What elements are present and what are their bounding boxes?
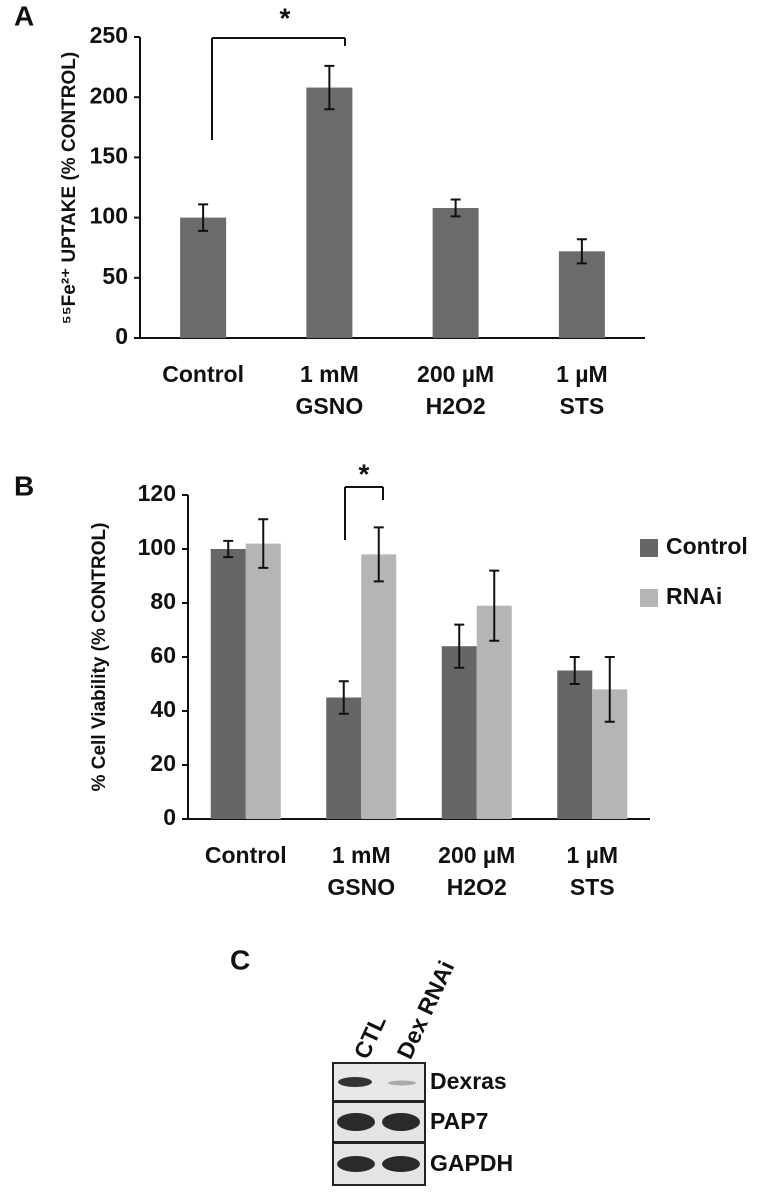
- x-tick-label: 1 mM: [332, 842, 391, 868]
- error-bar: [450, 198, 461, 218]
- x-tick-label: 1 µM: [566, 842, 618, 868]
- y-tick-label: 40: [150, 696, 176, 722]
- legend-label: RNAi: [666, 583, 722, 609]
- bar: [557, 670, 593, 819]
- error-bar: [454, 623, 465, 669]
- error-bar: [198, 203, 209, 232]
- lane-label: Dex RNAi: [391, 957, 459, 1063]
- bar: [432, 207, 479, 338]
- error-bar: [489, 569, 500, 642]
- error-bar: [576, 238, 587, 265]
- y-tick-label: 120: [138, 480, 176, 506]
- bar: [361, 554, 397, 819]
- band: [388, 1080, 416, 1086]
- bar: [245, 543, 281, 819]
- panel-label: B: [14, 470, 34, 501]
- band: [338, 1077, 372, 1087]
- row-label: PAP7: [430, 1108, 488, 1134]
- y-tick-label: 150: [90, 142, 128, 168]
- error-bar: [338, 680, 349, 715]
- bar: [306, 87, 353, 339]
- error-bar: [258, 518, 269, 569]
- bar: [180, 217, 227, 338]
- x-tick-label: 1 mM: [300, 361, 359, 387]
- y-tick-label: 100: [90, 203, 128, 229]
- bar: [441, 646, 477, 819]
- band: [337, 1156, 375, 1172]
- lane-label: CTL: [348, 1011, 390, 1063]
- x-tick-label: GSNO: [327, 874, 395, 900]
- x-tick-label: GSNO: [296, 393, 364, 419]
- band: [382, 1113, 420, 1131]
- y-tick-label: 0: [163, 804, 176, 830]
- y-axis-label: ⁵⁵Fe²⁺ UPTAKE (% CONTROL): [59, 52, 80, 324]
- blot: [332, 1062, 426, 1186]
- panel-label: A: [14, 0, 34, 31]
- x-tick-label: STS: [570, 874, 615, 900]
- y-tick-label: 0: [115, 323, 128, 349]
- y-tick-label: 60: [150, 642, 176, 668]
- y-tick-label: 80: [150, 588, 176, 614]
- row-label: GAPDH: [430, 1150, 513, 1176]
- y-tick-label: 20: [150, 750, 176, 776]
- band: [382, 1156, 420, 1172]
- legend-swatch: [640, 539, 658, 557]
- y-tick-label: 50: [102, 263, 128, 289]
- annotation: *: [359, 458, 370, 489]
- x-tick-label: Control: [205, 842, 287, 868]
- x-tick-label: 1 µM: [556, 361, 608, 387]
- panel-label: C: [230, 944, 250, 975]
- bar: [326, 697, 362, 819]
- y-axis-label: % Cell Viability (% CONTROL): [89, 523, 110, 792]
- row-label: Dexras: [430, 1068, 507, 1094]
- x-tick-label: H2O2: [447, 874, 507, 900]
- x-tick-label: 200 µM: [438, 842, 515, 868]
- legend-swatch: [640, 589, 658, 607]
- x-tick-label: H2O2: [426, 393, 486, 419]
- y-tick-label: 250: [90, 22, 128, 48]
- error-bar: [569, 656, 580, 685]
- x-tick-label: Control: [162, 361, 244, 387]
- error-bar: [223, 539, 234, 559]
- y-tick-label: 100: [138, 534, 176, 560]
- band: [337, 1113, 375, 1131]
- annotation: *: [280, 2, 291, 33]
- error-bar: [324, 64, 335, 111]
- x-tick-label: 200 µM: [417, 361, 494, 387]
- error-bar: [604, 656, 615, 723]
- legend-label: Control: [666, 533, 748, 559]
- error-bar: [373, 526, 384, 583]
- bar: [210, 549, 246, 819]
- y-tick-label: 200: [90, 82, 128, 108]
- x-tick-label: STS: [560, 393, 605, 419]
- bar: [558, 251, 605, 338]
